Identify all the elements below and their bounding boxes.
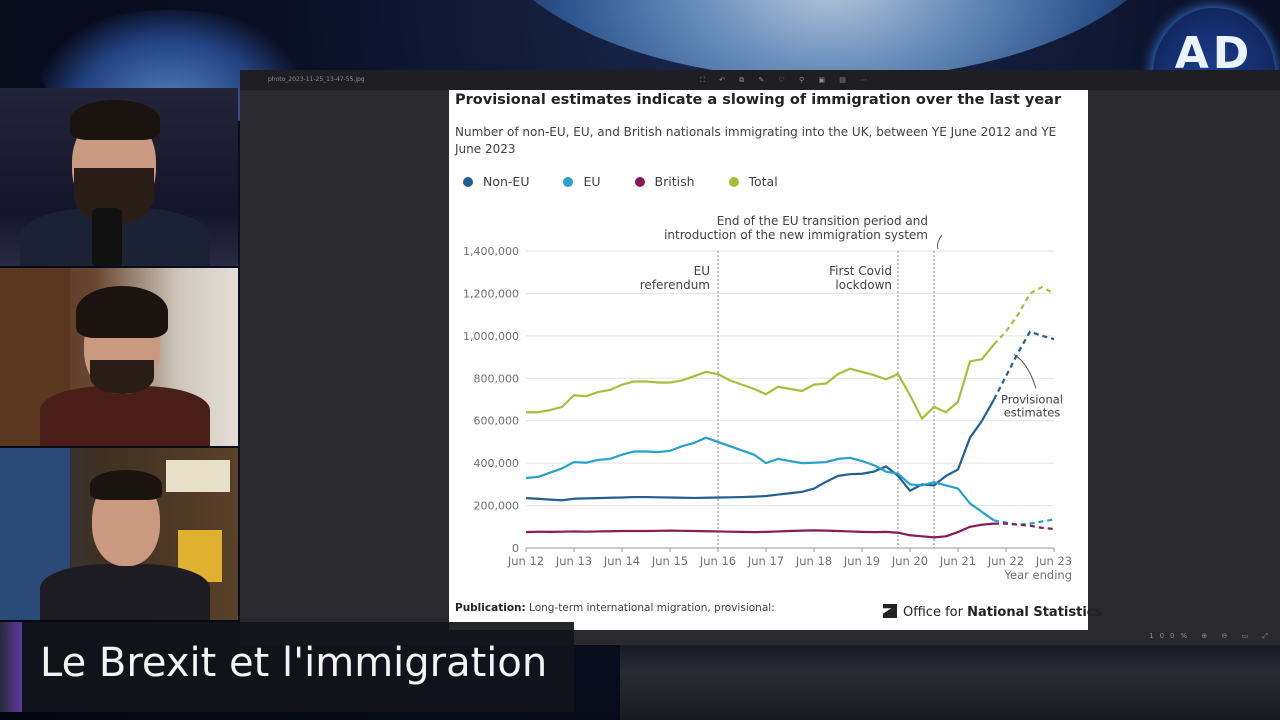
x-tick-label: Jun 15 (651, 554, 688, 568)
legend-label-total: Total (748, 174, 778, 189)
x-tick-label: Jun 14 (603, 554, 640, 568)
annotation-label: EU (694, 264, 710, 278)
x-tick-label: Jun 18 (795, 554, 832, 568)
microphone (92, 208, 122, 266)
legend-swatch-eu (563, 177, 574, 187)
person-beard (90, 360, 154, 394)
chart-title: Provisional estimates indicate a slowing… (455, 92, 1062, 108)
y-tick-label: 1,400,000 (463, 245, 519, 258)
x-tick-label: Jun 17 (747, 554, 784, 568)
person-body (40, 386, 210, 446)
y-tick-label: 0 (512, 542, 519, 555)
person-hair (70, 100, 160, 140)
y-tick-label: 200,000 (474, 500, 520, 513)
publication-note: Publication: Long-term international mig… (455, 602, 775, 614)
webcam-host-1 (0, 88, 238, 266)
publication-label: Publication: (455, 602, 526, 614)
caption-text: Le Brexit et l'immigration (40, 640, 548, 686)
ons-prefix: Office for (903, 605, 968, 620)
y-tick-label: 800,000 (474, 372, 520, 385)
x-tick-label: Jun 21 (939, 554, 976, 568)
viewer-zoom-controls[interactable]: 100% ⊕ ⊖ ▭ ⤢ (1149, 632, 1274, 640)
series-provisional-non-eu (993, 330, 1055, 401)
annotation-label: Provisional (1001, 393, 1063, 407)
annotation-label: lockdown (835, 278, 892, 292)
background-planet (480, 0, 1180, 80)
series-line-british (525, 522, 995, 539)
caption-bar: Le Brexit et l'immigration (0, 622, 574, 712)
webcam-host-2 (0, 268, 238, 446)
x-tick-label: Jun 16 (699, 554, 736, 568)
legend-swatch-british (634, 177, 645, 187)
annotation-label: introduction of the new immigration syst… (664, 228, 928, 242)
annotation-arrow (1013, 354, 1037, 389)
person-hair (90, 470, 162, 500)
ons-name: National Statistics (967, 605, 1103, 620)
legend-swatch-total (728, 177, 739, 187)
image-viewer-titlebar: photo_2023-11-25_13-47-55.jpg ⛶ ↶ ⧉ ✎ ♡ … (240, 70, 1280, 90)
background-night-landscape (620, 640, 1280, 720)
chart-subtitle: Number of non-EU, EU, and British nation… (455, 125, 1057, 156)
y-tick-label: 400,000 (474, 457, 520, 470)
image-filename: photo_2023-11-25_13-47-55.jpg (268, 76, 365, 83)
series-line-non-eu (525, 398, 995, 502)
annotation-label: referendum (640, 278, 710, 292)
y-tick-label: 1,200,000 (463, 287, 519, 300)
legend-item-non-eu: Non-EU (463, 174, 529, 189)
line-chart: 0 200,000 400,000 600,000 800,000 1,000,000 1,… (463, 214, 1072, 582)
person-body (40, 564, 210, 620)
series-provisional-british (994, 522, 1055, 531)
legend-label-british: British (654, 174, 695, 189)
annotation-label: First Covid (829, 264, 892, 278)
legend-swatch-non-eu (463, 177, 473, 187)
annotation-label: End of the EU transition period and (717, 214, 928, 228)
chart-legend: Non-EU EU British Total (463, 174, 808, 189)
chart-panel: Provisional estimates indicate a slowing… (449, 90, 1102, 630)
ons-mark-icon (883, 604, 897, 618)
x-tick-label: Jun 20 (891, 554, 928, 568)
x-tick-label: Jun 19 (843, 554, 880, 568)
x-tick-label: Jun 13 (555, 554, 592, 568)
legend-item-eu: EU (563, 174, 601, 189)
legend-label-eu: EU (583, 174, 601, 189)
series-line-eu (525, 436, 995, 522)
caption-accent (0, 622, 22, 712)
webcam-host-3 (0, 448, 238, 620)
legend-item-british: British (634, 174, 695, 189)
x-axis-label: Year ending (1004, 568, 1072, 582)
legend-label-non-eu: Non-EU (483, 174, 530, 189)
x-tick-label: Jun 12 (507, 554, 544, 568)
publication-text: Long-term international migration, provi… (529, 602, 775, 614)
annotation-arrow (937, 234, 943, 250)
license-plate (166, 460, 230, 492)
person-hair (76, 286, 168, 338)
logo-line-1: AD (1174, 28, 1254, 79)
y-tick-label: 1,000,000 (463, 330, 519, 343)
legend-item-total: Total (728, 174, 778, 189)
y-tick-label: 600,000 (474, 415, 520, 428)
series-line-total (526, 343, 995, 420)
annotation-label: estimates (1004, 406, 1061, 420)
viewer-toolbar[interactable]: ⛶ ↶ ⧉ ✎ ♡ ⚲ ▣ ▤ ⋯ (700, 76, 874, 84)
x-tick-label: Jun 22 (987, 554, 1024, 568)
ons-logo: Office for National Statistics (883, 604, 1102, 620)
x-tick-label: Jun 23 (1035, 554, 1072, 568)
